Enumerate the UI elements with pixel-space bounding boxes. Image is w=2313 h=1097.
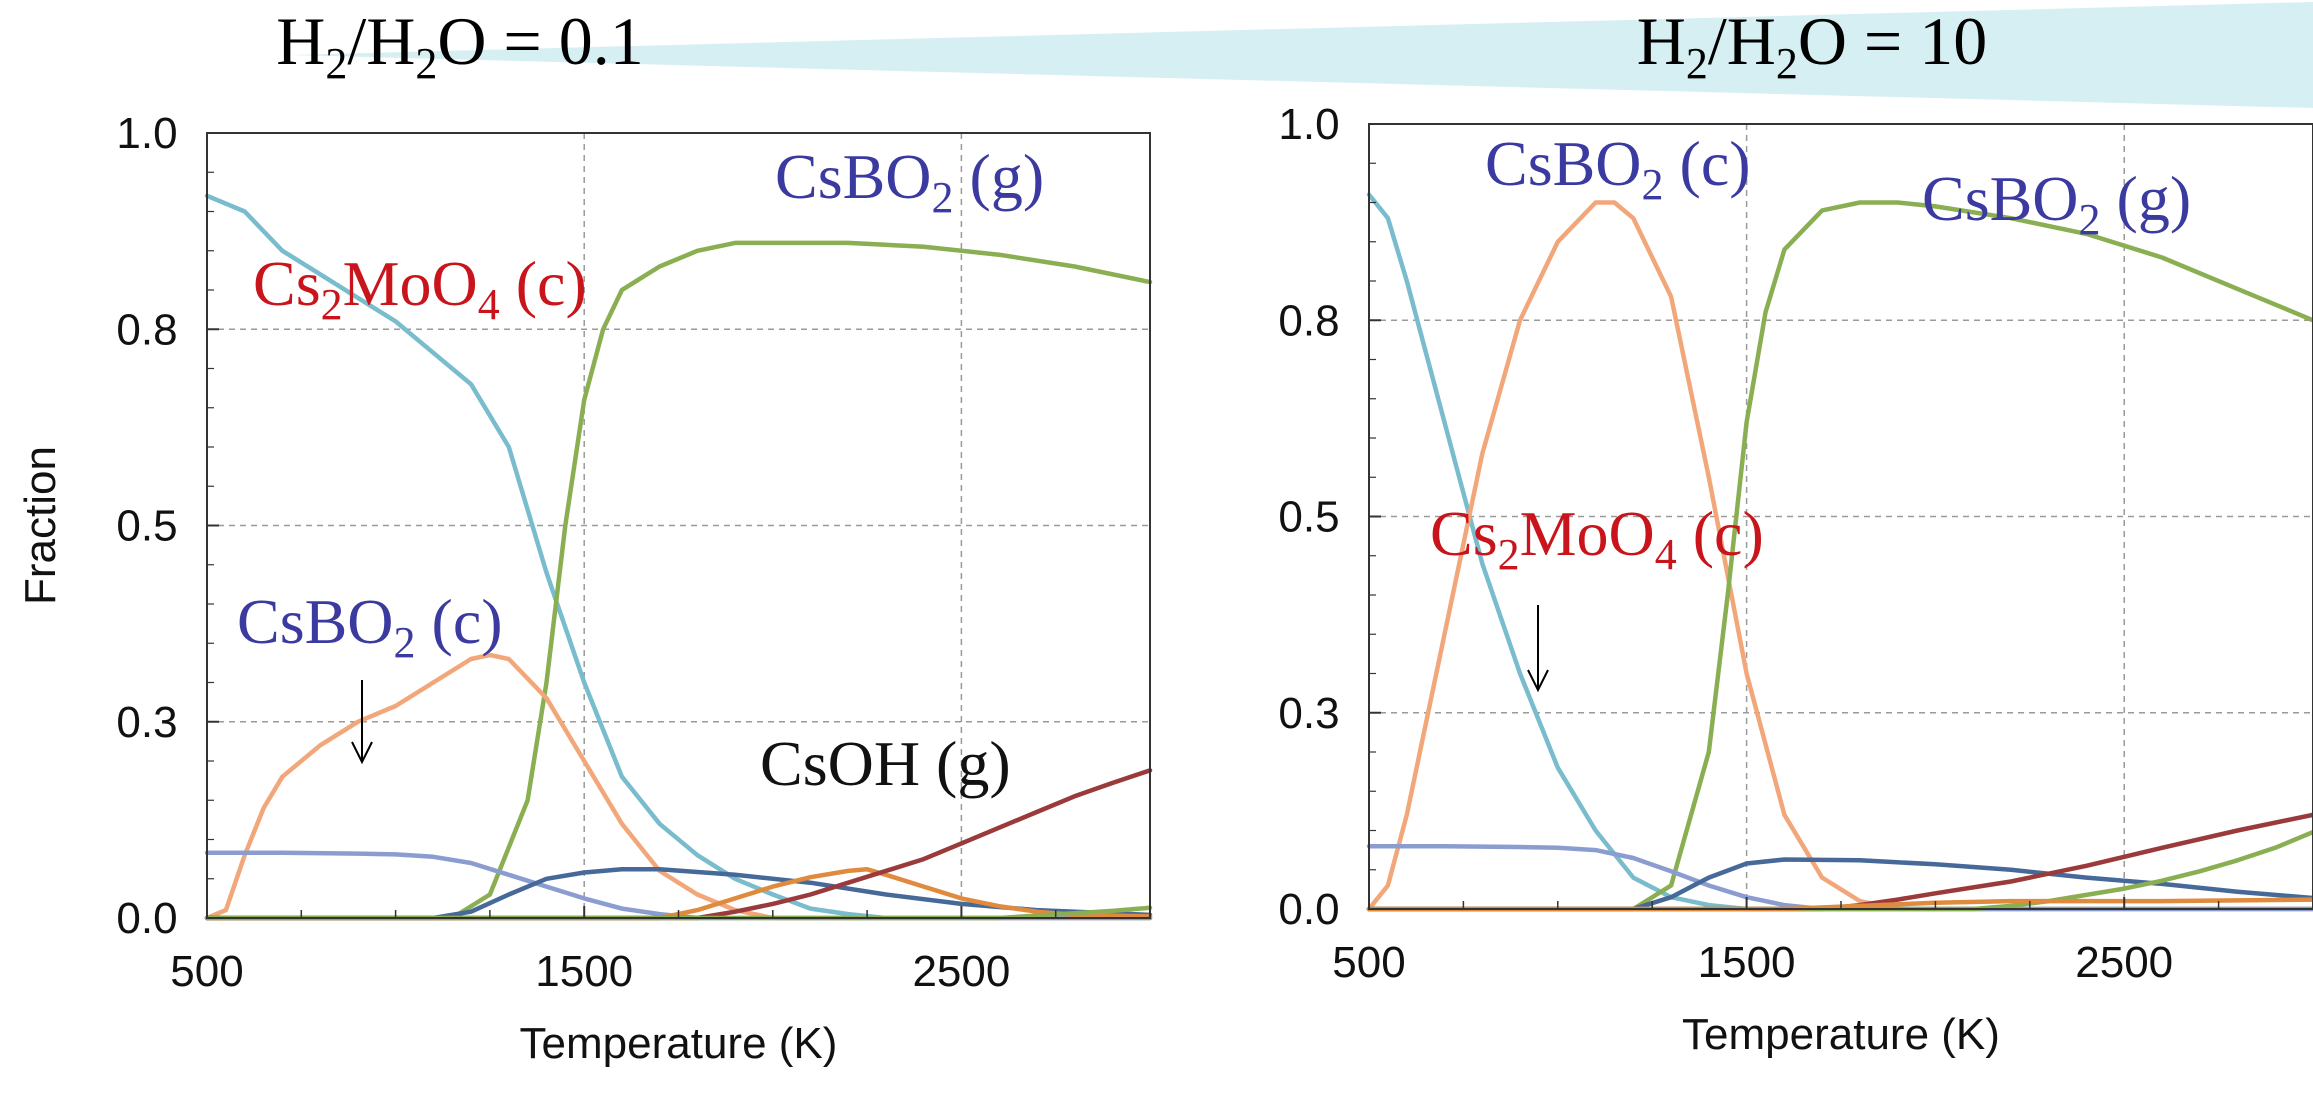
label-cs2moo4-cryst-right: Cs2MoO4 (c): [1430, 498, 1764, 579]
x-tick-label: 2500: [912, 947, 1010, 996]
label-csbo2-gas-right: CsBO2 (g): [1922, 163, 2191, 244]
x-tick-label: 500: [170, 947, 243, 996]
x-axis-label-right: Temperature (K): [1682, 1010, 2000, 1059]
plot-frame-right: [1368, 123, 2313, 910]
series-line-green: [1366, 200, 2313, 912]
series-line-green: [1366, 829, 2313, 912]
chart-panel-left: 500 1500 2500 0.0 0.3 0.5 0.8 1.0 Temperature (…: [16, 109, 1153, 1068]
arrow-csbo2-cryst-left: [351, 680, 373, 765]
y-tick-label: 1.0: [1278, 100, 1339, 149]
ratio-banner: [290, 2, 2313, 108]
series-line-darkorange: [204, 867, 1153, 921]
label-csoh-gas-left: CsOH (g): [760, 728, 1011, 799]
x-axis-label-left: Temperature (K): [520, 1019, 838, 1068]
y-tick-label: 1.0: [116, 109, 177, 158]
series-line-navy: [1366, 857, 2313, 912]
x-tick-label: 1500: [1698, 938, 1796, 987]
y-tick-label: 0.5: [1278, 493, 1339, 542]
label-csbo2-cryst-left: CsBO2 (c): [237, 586, 503, 667]
label-csbo2-cryst-right: CsBO2 (c): [1485, 128, 1751, 209]
series-line-green: [204, 240, 1153, 921]
grid-right: [1369, 124, 2313, 909]
ticks-left: 500 1500 2500 0.0 0.3 0.5 0.8 1.0: [116, 109, 1151, 996]
series-group-right: [1366, 192, 2313, 912]
series-line-orange: [1366, 200, 2313, 912]
y-tick-label: 0.5: [116, 502, 177, 551]
y-axis-label-left: Fraction: [16, 446, 65, 605]
x-tick-label: 500: [1332, 938, 1405, 987]
series-line-cyan: [1366, 192, 2313, 912]
chart-panel-right: 500 1500 2500 0.0 0.3 0.5 0.8 1.0 Temperature (…: [1278, 100, 2313, 1059]
ratio-label-left: H2/H2O = 0.1: [276, 3, 644, 88]
y-tick-label: 0.3: [116, 698, 177, 747]
y-tick-label: 0.0: [116, 894, 177, 943]
series-line-navy: [204, 867, 1153, 921]
y-tick-label: 0.8: [116, 305, 177, 354]
series-line-orange: [204, 652, 1153, 921]
x-tick-label: 2500: [2075, 938, 2173, 987]
series-line-maroon: [204, 768, 1153, 921]
arrow-cs2moo4-cryst-right: [1527, 605, 1549, 693]
series-line-lavender: [1366, 843, 2313, 912]
label-csbo2-gas-left: CsBO2 (g): [775, 141, 1044, 222]
y-tick-label: 0.8: [1278, 296, 1339, 345]
y-tick-label: 0.0: [1278, 885, 1339, 934]
label-cs2moo4-cryst-left: Cs2MoO4 (c): [253, 248, 587, 329]
x-tick-label: 1500: [535, 947, 633, 996]
ticks-right: 500 1500 2500 0.0 0.3 0.5 0.8 1.0: [1278, 100, 2313, 987]
ratio-label-right: H2/H2O = 10: [1637, 3, 1988, 88]
y-tick-label: 0.3: [1278, 689, 1339, 738]
grid-left: [207, 133, 1150, 918]
series-line-lavender: [204, 850, 1153, 921]
series-line-darkorange: [1366, 897, 2313, 912]
series-line-cyan: [204, 193, 1153, 921]
